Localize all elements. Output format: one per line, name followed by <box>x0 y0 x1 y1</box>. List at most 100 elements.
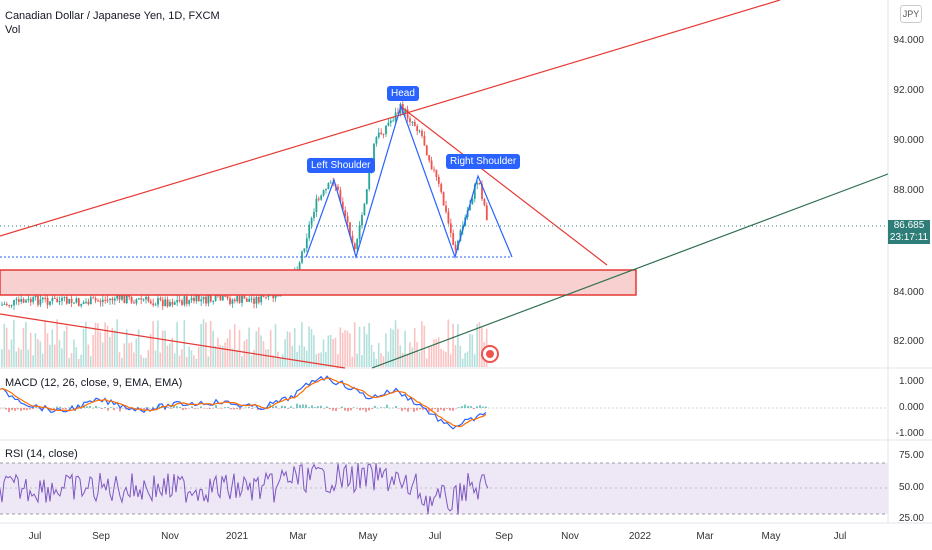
volume-bar <box>320 352 322 367</box>
time-label: Sep <box>92 531 110 542</box>
volume-bar <box>125 329 128 367</box>
price-label-88: 88.000 <box>893 185 924 196</box>
volume-bar <box>433 339 435 367</box>
macd-histogram-bar <box>11 408 13 411</box>
candle-body <box>416 126 419 132</box>
volume-bar <box>437 337 440 367</box>
price-label-94: 94.000 <box>893 35 924 46</box>
time-label: Nov <box>561 531 579 542</box>
head-label[interactable]: Head <box>387 86 419 101</box>
candle-body <box>238 296 241 303</box>
volume-bar <box>195 358 198 367</box>
candle-body <box>169 302 171 307</box>
candle-body <box>188 300 191 304</box>
volume-bar <box>459 345 462 367</box>
candle-body <box>411 121 414 123</box>
candle-body <box>363 203 366 215</box>
macd-histogram-bar <box>482 406 484 408</box>
volume-bar <box>25 321 27 367</box>
volume-bar <box>32 355 34 367</box>
macd-histogram-bar <box>401 408 403 412</box>
volume-bar <box>452 323 454 367</box>
macd-histogram-bar <box>230 408 232 410</box>
candle-body <box>229 298 231 304</box>
candle-body <box>272 295 275 299</box>
macd-histogram-bar <box>98 407 100 408</box>
volume-bar <box>296 351 298 367</box>
macd-histogram-bar <box>299 404 301 408</box>
macd-histogram-bar <box>8 408 10 413</box>
macd-histogram-bar <box>365 408 367 412</box>
candle-body <box>428 155 431 161</box>
price-label-92: 92.000 <box>893 85 924 96</box>
volume-bar <box>310 328 313 367</box>
candle-body <box>49 301 51 305</box>
candle-body <box>430 160 433 170</box>
candle-body <box>178 299 181 301</box>
right-shoulder-label[interactable]: Right Shoulder <box>446 154 521 169</box>
candle-body <box>166 299 169 307</box>
volume-bar <box>293 328 296 367</box>
macd-histogram-bar <box>86 406 88 408</box>
volume-bar <box>361 355 363 367</box>
macd-histogram-bar <box>116 407 118 409</box>
candle-body <box>250 298 253 300</box>
candle-body <box>159 298 162 300</box>
candle-body <box>190 297 193 301</box>
volume-bar <box>397 328 399 367</box>
candle-body <box>5 303 8 306</box>
volume-bar <box>279 358 282 367</box>
last-price-tag: 86.685 <box>888 220 930 232</box>
currency-badge[interactable]: JPY <box>900 5 922 23</box>
candle-body <box>97 300 99 302</box>
left-shoulder-label[interactable]: Left Shoulder <box>307 158 375 173</box>
macd-histogram-bar <box>416 408 418 411</box>
volume-bar <box>80 354 82 367</box>
macd-histogram-bar <box>233 408 235 410</box>
macd-histogram-bar <box>20 408 22 411</box>
volume-bar <box>454 345 457 367</box>
volume-bar <box>428 347 430 367</box>
candle-body <box>212 300 215 302</box>
time-label: 2021 <box>225 531 249 542</box>
macd-histogram-bar <box>335 408 337 412</box>
volume-bar <box>373 351 375 367</box>
candle-body <box>231 299 234 304</box>
volume-bar <box>29 332 32 367</box>
time-label: Sep <box>495 531 513 542</box>
candle-body <box>404 109 407 114</box>
volume-bar <box>250 355 253 367</box>
macd-histogram-bar <box>74 408 76 409</box>
macd-histogram-bar <box>152 406 154 408</box>
macd-histogram-bar <box>443 408 445 411</box>
volume-bar <box>37 339 39 367</box>
candle-body <box>68 298 71 304</box>
volume-bar <box>387 351 390 367</box>
macd-histogram-bar <box>194 408 196 409</box>
macd-label: MACD (12, 26, close, 9, EMA, EMA) <box>5 377 183 389</box>
rsi-axis-75: 75.00 <box>898 450 924 461</box>
macd-histogram-bar <box>2 407 4 409</box>
macd-histogram-bar <box>122 407 124 409</box>
volume-bar <box>202 319 205 367</box>
candle-body <box>92 297 95 299</box>
candle-body <box>317 198 320 200</box>
candle-body <box>80 304 83 306</box>
volume-bar <box>416 342 418 367</box>
candle-body <box>1 304 3 306</box>
macd-histogram-bar <box>197 408 199 409</box>
volume-bar <box>75 347 78 367</box>
volume-bar <box>413 327 416 367</box>
macd-histogram-bar <box>434 408 436 410</box>
candle-body <box>3 303 6 305</box>
volume-bar <box>58 340 61 367</box>
candle-body <box>221 295 224 301</box>
candle-body <box>310 218 313 225</box>
volume-bar <box>289 332 291 367</box>
rsi-label: RSI (14, close) <box>5 448 78 460</box>
volume-bar <box>375 358 378 367</box>
volume-bar <box>169 343 171 367</box>
candle-body <box>118 293 121 300</box>
candle-body <box>140 298 143 300</box>
